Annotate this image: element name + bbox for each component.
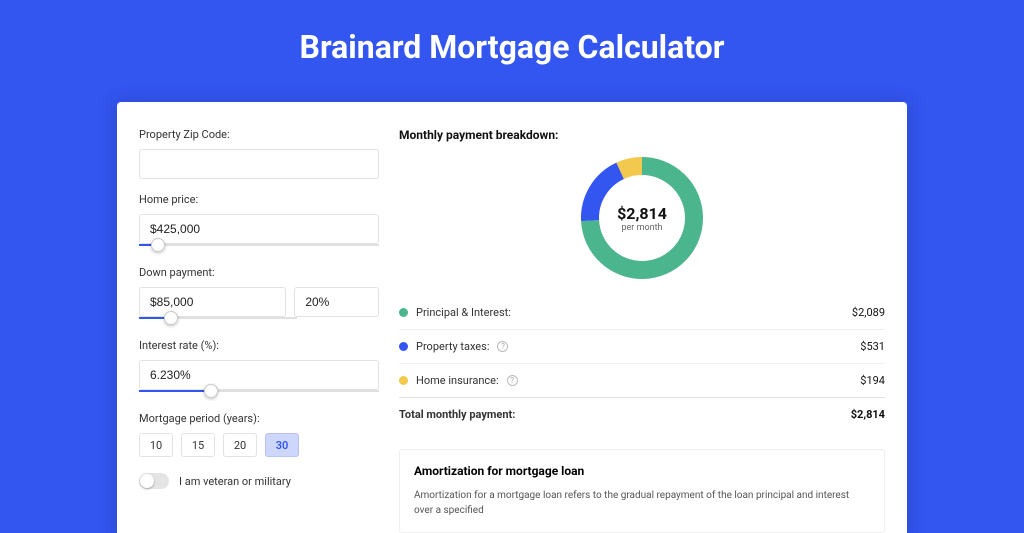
period-options: 10 15 20 30 xyxy=(139,433,379,457)
legend-dot-icon xyxy=(399,308,408,317)
breakdown-heading: Monthly payment breakdown: xyxy=(399,128,885,142)
zip-label: Property Zip Code: xyxy=(139,128,379,141)
interest-rate-slider[interactable] xyxy=(139,390,379,398)
donut-chart: $2,814 per month xyxy=(580,156,704,280)
amortization-title: Amortization for mortgage loan xyxy=(414,464,870,478)
period-label: Mortgage period (years): xyxy=(139,412,379,425)
field-period: Mortgage period (years): 10 15 20 30 xyxy=(139,412,379,457)
interest-rate-label: Interest rate (%): xyxy=(139,339,379,352)
field-interest-rate: Interest rate (%): xyxy=(139,339,379,398)
home-price-input[interactable] xyxy=(139,214,379,244)
info-icon[interactable]: ? xyxy=(507,375,518,386)
period-option-30[interactable]: 30 xyxy=(265,433,299,457)
legend-value: $2,089 xyxy=(852,306,885,319)
legend-row: Principal & Interest: $2,089 xyxy=(399,296,885,329)
legend-label: Principal & Interest: xyxy=(416,306,511,319)
legend-value: $194 xyxy=(860,374,885,387)
home-price-label: Home price: xyxy=(139,193,379,206)
interest-rate-input[interactable] xyxy=(139,360,379,390)
down-payment-input[interactable] xyxy=(139,287,286,317)
period-option-10[interactable]: 10 xyxy=(139,433,173,457)
page-title: Brainard Mortgage Calculator xyxy=(0,0,1024,88)
veteran-row: I am veteran or military xyxy=(139,473,379,489)
legend-row: Home insurance:? $194 xyxy=(399,363,885,397)
amortization-body: Amortization for a mortgage loan refers … xyxy=(414,488,870,518)
calculator-card: Property Zip Code: Home price: Down paym… xyxy=(117,102,907,533)
down-payment-pct-input[interactable] xyxy=(294,287,379,317)
legend-label: Property taxes: xyxy=(416,340,489,353)
down-payment-label: Down payment: xyxy=(139,266,379,279)
card-shadow: Property Zip Code: Home price: Down paym… xyxy=(117,102,907,533)
legend-dot-icon xyxy=(399,342,408,351)
donut-container: $2,814 per month xyxy=(399,156,885,280)
legend-row: Property taxes:? $531 xyxy=(399,329,885,363)
legend: Principal & Interest: $2,089 Property taxe… xyxy=(399,296,885,397)
zip-input[interactable] xyxy=(139,149,379,179)
results-column: Monthly payment breakdown: $2,814 per mo… xyxy=(399,128,885,533)
donut-sub: per month xyxy=(621,223,662,233)
total-value: $2,814 xyxy=(851,408,885,421)
total-row: Total monthly payment: $2,814 xyxy=(399,397,885,431)
home-price-slider[interactable] xyxy=(139,244,379,252)
form-column: Property Zip Code: Home price: Down paym… xyxy=(139,128,379,533)
field-down-payment: Down payment: xyxy=(139,266,379,325)
legend-dot-icon xyxy=(399,376,408,385)
info-icon[interactable]: ? xyxy=(497,341,508,352)
donut-amount: $2,814 xyxy=(617,204,667,223)
field-zip: Property Zip Code: xyxy=(139,128,379,179)
legend-label: Home insurance: xyxy=(416,374,499,387)
veteran-toggle[interactable] xyxy=(139,473,169,489)
period-option-15[interactable]: 15 xyxy=(181,433,215,457)
total-label: Total monthly payment: xyxy=(399,408,515,421)
down-payment-slider[interactable] xyxy=(139,317,297,325)
period-option-20[interactable]: 20 xyxy=(223,433,257,457)
amortization-card: Amortization for mortgage loan Amortizat… xyxy=(399,449,885,533)
legend-value: $531 xyxy=(860,340,885,353)
veteran-label: I am veteran or military xyxy=(179,475,291,488)
field-home-price: Home price: xyxy=(139,193,379,252)
